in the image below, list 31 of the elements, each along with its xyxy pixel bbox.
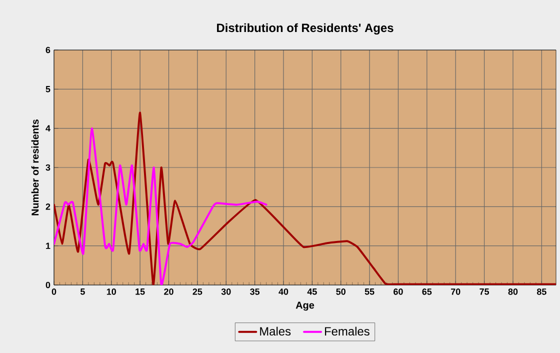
x-tick-label: 80 [508,288,518,295]
x-axis-title: Age [296,302,314,311]
x-tick-label: 70 [451,288,460,295]
x-tick-label: 85 [536,288,546,295]
y-tick-label: 4 [46,125,50,132]
y-tick-label: 1 [46,242,50,249]
x-tick-label: 55 [364,288,374,295]
y-tick-label: 5 [46,86,50,92]
x-tick-label: 30 [221,288,231,295]
x-tick-label: 40 [278,288,288,295]
x-tick-label: 50 [336,288,346,295]
x-tick-label: 5 [80,288,85,295]
x-tick-label: 60 [394,288,403,295]
y-axis-title: Number of residents [31,119,39,216]
y-tick-label: 0 [46,282,50,288]
chart-title: Distribution of Residents' Ages [217,23,394,34]
x-tick-label: 35 [250,288,260,295]
x-tick-label: 25 [192,288,202,295]
legend-label: Females [325,326,370,336]
legend-label: Males [260,326,291,336]
y-tick-label: 3 [46,164,50,171]
x-tick-label: 65 [422,288,432,295]
x-tick-label: 0 [52,288,56,295]
y-tick-label: 2 [46,204,50,210]
y-tick-label: 6 [46,46,50,54]
line-series [54,127,268,285]
x-tick-label: 75 [480,288,490,295]
x-tick-label: 45 [307,288,317,295]
x-tick-label: 15 [136,288,145,295]
x-tick-label: 10 [106,288,116,295]
x-tick-label: 20 [164,288,174,295]
